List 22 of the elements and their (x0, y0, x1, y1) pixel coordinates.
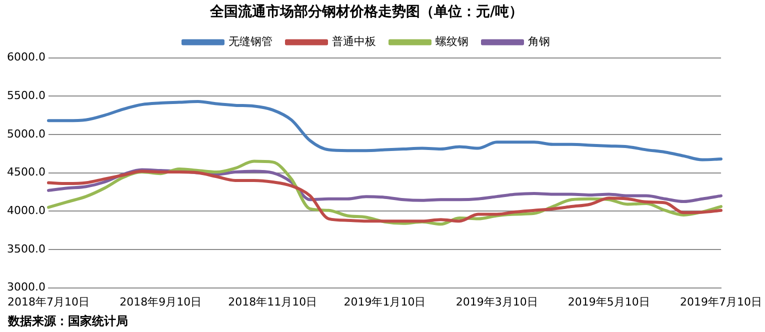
y-tick-label: 3000.0 (6, 280, 46, 294)
y-tick-label: 4000.0 (6, 204, 46, 217)
y-tick-label: 5000.0 (6, 127, 46, 140)
y-tick-label: 4500.0 (6, 166, 46, 179)
x-tick-label: 2019年3月10日 (456, 295, 538, 308)
line-series (46, 100, 723, 162)
source-note: 数据来源：国家统计局 (7, 314, 128, 328)
line-series (46, 170, 723, 223)
y-tick-label: 3500.0 (6, 242, 46, 256)
legend-label: 角钢 (528, 35, 550, 48)
y-tick-label: 5500.0 (6, 88, 46, 102)
x-tick-label: 2018年9月10日 (120, 295, 202, 308)
legend-label: 无缝钢管 (228, 35, 272, 48)
legend-label: 普通中板 (332, 35, 376, 48)
x-tick-label: 2018年11月10日 (228, 295, 318, 308)
legend-label: 螺纹钢 (436, 35, 468, 48)
x-tick-label: 2019年7月10日 (680, 295, 762, 308)
x-tick-label: 2019年1月10日 (344, 295, 426, 308)
x-tick-label: 2018年7月10日 (7, 295, 90, 308)
x-tick-label: 2019年5月10日 (568, 295, 650, 308)
chart-title: 全国流通市场部分钢材价格走势图（单位：元/吨） (208, 3, 524, 20)
y-tick-label: 6000.0 (6, 50, 46, 64)
